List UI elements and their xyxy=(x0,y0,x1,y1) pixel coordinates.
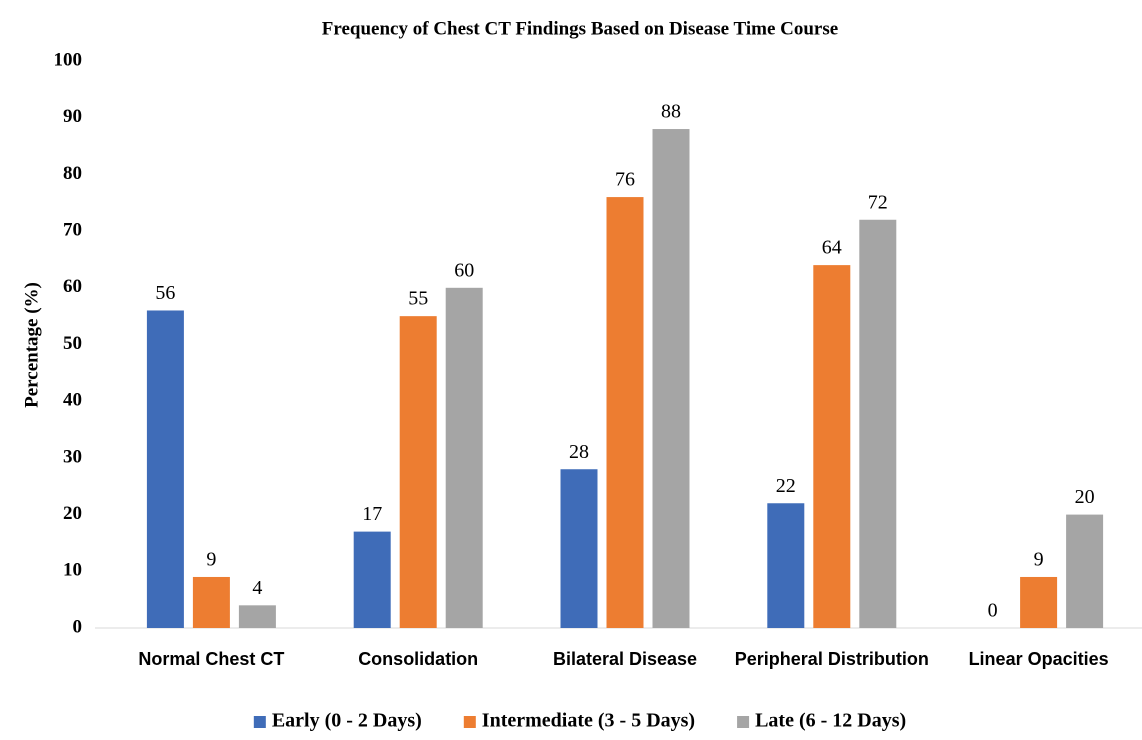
data-label: 9 xyxy=(1034,549,1044,571)
y-tick-label: 20 xyxy=(63,503,82,524)
bar xyxy=(1020,576,1058,628)
y-tick-label: 80 xyxy=(63,163,82,184)
x-tick-label: Normal Chest CT xyxy=(138,649,284,669)
legend-label: Late (6 - 12 Days) xyxy=(755,710,906,732)
bar xyxy=(560,469,598,628)
data-label: 64 xyxy=(822,237,842,259)
y-tick-label: 90 xyxy=(63,106,82,127)
legend-swatch xyxy=(253,716,266,728)
data-label: 76 xyxy=(615,169,635,191)
bar xyxy=(1066,514,1104,628)
data-label: 60 xyxy=(454,259,474,281)
data-label: 56 xyxy=(155,282,175,304)
data-label: 20 xyxy=(1075,486,1095,508)
data-label: 22 xyxy=(776,475,796,497)
data-label: 0 xyxy=(988,600,998,622)
bar xyxy=(767,503,805,628)
x-tick-label: Linear Opacities xyxy=(969,649,1109,669)
data-label: 9 xyxy=(206,549,216,571)
y-tick-label: 0 xyxy=(73,616,83,637)
y-tick-label: 40 xyxy=(63,390,82,411)
y-tick-label: 30 xyxy=(63,446,82,467)
bar xyxy=(652,129,690,629)
y-tick-label: 50 xyxy=(63,333,82,354)
legend-label: Intermediate (3 - 5 Days) xyxy=(482,710,695,732)
y-tick-label: 70 xyxy=(63,219,82,240)
bar xyxy=(238,605,276,628)
x-tick-label: Peripheral Distribution xyxy=(735,649,929,669)
data-label: 28 xyxy=(569,441,589,463)
bar xyxy=(146,310,184,628)
data-label: 55 xyxy=(408,288,428,310)
y-tick-label: 10 xyxy=(63,560,82,581)
y-axis-label: Percentage (%) xyxy=(21,282,42,408)
y-tick-label: 100 xyxy=(54,49,83,70)
data-label: 17 xyxy=(362,503,382,525)
x-tick-label: Bilateral Disease xyxy=(553,649,697,669)
legend-swatch xyxy=(737,716,750,728)
legend-swatch xyxy=(463,716,476,728)
data-label: 72 xyxy=(868,191,888,213)
bar xyxy=(445,287,483,628)
y-tick-label: 60 xyxy=(63,276,82,297)
bar xyxy=(192,576,230,628)
bar xyxy=(353,531,391,628)
bar xyxy=(399,316,437,628)
legend-label: Early (0 - 2 Days) xyxy=(272,710,422,732)
chart-title: Frequency of Chest CT Findings Based on … xyxy=(322,18,838,39)
bar xyxy=(859,219,897,628)
data-label: 88 xyxy=(661,101,681,123)
bar xyxy=(606,197,644,628)
x-tick-label: Consolidation xyxy=(358,649,478,669)
bar xyxy=(813,265,851,628)
data-label: 4 xyxy=(252,577,262,599)
